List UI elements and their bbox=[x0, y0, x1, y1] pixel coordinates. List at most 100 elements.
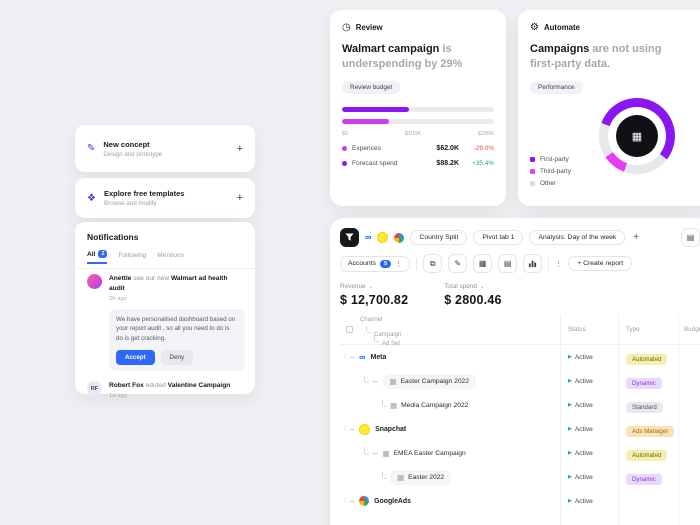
drag-handle-icon[interactable]: ⁞ bbox=[344, 498, 345, 504]
table-row-meta[interactable]: ⁞ — ∞ Meta ▶ Active Automated bbox=[340, 345, 700, 369]
add-icon[interactable]: + bbox=[236, 142, 243, 155]
chart-view-button[interactable] bbox=[523, 254, 543, 273]
review-insight-card: ◷ Review Walmart campaign is underspendi… bbox=[330, 10, 506, 206]
tree-connector bbox=[364, 448, 369, 455]
accept-button[interactable]: Accept bbox=[116, 349, 155, 366]
col-adset[interactable]: Ad Set bbox=[374, 335, 400, 347]
table-row-googleads[interactable]: ⁞ — GoogleAds ▶ Active bbox=[340, 489, 700, 513]
other-dot-icon bbox=[530, 181, 535, 186]
legend-row: Expences $62.0K -29.0% bbox=[342, 145, 494, 152]
col-campaign[interactable]: Campaign bbox=[366, 326, 401, 338]
avatar bbox=[87, 274, 102, 289]
tab-label: Mentions bbox=[157, 251, 185, 259]
action-text: see our new bbox=[131, 275, 171, 282]
expenses-bar bbox=[342, 118, 390, 124]
metric-label: Total spend bbox=[444, 283, 477, 290]
filter-button[interactable] bbox=[340, 228, 359, 247]
forecast-dot-icon bbox=[342, 160, 347, 166]
notification-item[interactable]: Anettle see our new Walmart ad health au… bbox=[87, 274, 243, 302]
add-tab-icon[interactable]: + bbox=[633, 232, 640, 243]
collapse-icon[interactable]: — bbox=[372, 377, 378, 385]
table-row-snapchat[interactable]: ⁞ — Snapchat ▶ Active Ads Manager bbox=[340, 417, 700, 441]
active-icon: ▶ bbox=[568, 378, 572, 384]
metric-value: $ 2800.46 bbox=[444, 293, 502, 307]
calendar-button[interactable]: ▦ bbox=[473, 254, 493, 273]
meta-icon[interactable]: ∞ bbox=[365, 232, 372, 242]
performance-badge: Performance bbox=[530, 80, 583, 94]
col-status[interactable]: Status bbox=[568, 326, 586, 333]
table-row-campaign[interactable]: — ▦ EMEA Easter Campaign ▶ Active Automat… bbox=[340, 441, 700, 465]
status-cell: ▶ Active bbox=[568, 354, 593, 361]
bar-track bbox=[342, 118, 494, 124]
drag-handle-icon[interactable]: ⁞ bbox=[344, 354, 345, 360]
row-name: Snapchat bbox=[375, 425, 407, 433]
legend-label: Forecast spend bbox=[352, 159, 398, 167]
tree-connector bbox=[374, 335, 379, 342]
tab-all[interactable]: All 2 bbox=[87, 250, 108, 264]
notification-text: Anettle see our new Walmart ad health au… bbox=[109, 274, 243, 294]
google-ads-icon bbox=[359, 496, 370, 506]
card-tag: Automate bbox=[543, 23, 580, 32]
drag-handle-icon[interactable]: ⁞ bbox=[344, 426, 345, 432]
col-channel[interactable]: Channel bbox=[360, 317, 383, 323]
table-row-campaign[interactable]: — ▦ Easter Campaign 2022 ▶ Active Dynamic bbox=[340, 369, 700, 393]
more-menu-icon[interactable]: ⋮ bbox=[555, 260, 563, 268]
google-icon[interactable] bbox=[394, 232, 405, 243]
explore-templates-card[interactable]: ❖ Explore free templates Browse and modi… bbox=[75, 178, 255, 218]
edit-button[interactable]: ✎ bbox=[448, 254, 468, 273]
review-budget-button[interactable]: Review budget bbox=[342, 80, 401, 94]
country-split-tab[interactable]: Country Split bbox=[410, 230, 468, 245]
pivot-tab[interactable]: Pivot tab 1 bbox=[473, 230, 524, 245]
active-icon: ▶ bbox=[568, 426, 572, 432]
deny-button[interactable]: Deny bbox=[160, 349, 194, 366]
analysis-tab[interactable]: Analysis: Day of the week bbox=[529, 230, 626, 245]
layout-settings-button[interactable]: ▤ bbox=[681, 228, 700, 247]
divider bbox=[75, 268, 255, 269]
col-budget[interactable]: Budget bbox=[684, 326, 700, 333]
reporting-dashboard-card: ∞ Country Split Pivot tab 1 Analysis: Da… bbox=[330, 218, 700, 525]
accounts-count-badge: 5 bbox=[379, 259, 392, 268]
table-view-button[interactable]: ▤ bbox=[498, 254, 518, 273]
col-type[interactable]: Type bbox=[626, 326, 640, 333]
pen-icon: ✎ bbox=[87, 143, 96, 154]
copy-button[interactable]: ⧉ bbox=[423, 254, 443, 273]
campaign-grid-icon: ▦ bbox=[382, 448, 390, 458]
legend-delta: -29.0% bbox=[473, 144, 494, 152]
accounts-selector[interactable]: Accounts 5 ⋮ bbox=[340, 255, 411, 272]
revenue-metric[interactable]: Revenue ⌄ $ 12,700.82 bbox=[340, 283, 408, 307]
tree-connector bbox=[382, 472, 387, 479]
collapse-icon[interactable]: — bbox=[372, 449, 378, 457]
active-icon: ▶ bbox=[568, 354, 572, 360]
timestamp: 1d ago bbox=[109, 393, 128, 400]
collapse-icon[interactable]: — bbox=[349, 425, 355, 433]
total-spend-metric[interactable]: Total spend ⌄ $ 2800.46 bbox=[444, 283, 501, 307]
kebab-menu-icon[interactable]: ⋮ bbox=[395, 260, 403, 268]
new-concept-card[interactable]: ✎ New concept Design and prototype + bbox=[75, 125, 255, 172]
chevron-down-icon[interactable]: ⌄ bbox=[368, 283, 373, 290]
campaign-grid-icon: ▦ bbox=[389, 376, 397, 386]
legend-label: Other bbox=[540, 180, 556, 187]
select-all-checkbox[interactable] bbox=[346, 326, 353, 333]
add-icon[interactable]: + bbox=[236, 192, 243, 204]
table-row-adset[interactable]: ▦ Easter 2022 ▶ Active Dynamic bbox=[340, 465, 700, 489]
avatar-initials: RF bbox=[87, 381, 102, 397]
chevron-down-icon[interactable]: ⌄ bbox=[479, 283, 485, 290]
tick: $100K bbox=[404, 130, 422, 137]
insight-title: Walmart campaign is underspending by 29% bbox=[342, 42, 494, 72]
tab-mentions[interactable]: Mentions bbox=[157, 252, 184, 263]
donut-chart: ▦ bbox=[599, 98, 675, 174]
collapse-icon[interactable]: — bbox=[349, 353, 355, 361]
bar-chart-icon bbox=[529, 260, 537, 268]
metrics-row: Revenue ⌄ $ 12,700.82 Total spend ⌄ $ 28… bbox=[340, 283, 700, 307]
status-cell: ▶ Active bbox=[568, 402, 593, 409]
table-row-adset[interactable]: ▦ Media Campaign 2022 ▶ Active Standard bbox=[340, 393, 700, 417]
create-report-button[interactable]: + Create report bbox=[568, 256, 633, 271]
snapchat-icon[interactable] bbox=[377, 232, 389, 243]
message-text: We have personalised dashboard based on … bbox=[116, 315, 236, 342]
row-name: EMEA Easter Campaign bbox=[393, 449, 466, 457]
notification-item[interactable]: RF Robert Fox eduted Valentine Campaign … bbox=[87, 381, 243, 399]
tab-following[interactable]: Following bbox=[118, 252, 146, 263]
legend-row: First-party bbox=[530, 156, 571, 163]
collapse-icon[interactable]: — bbox=[349, 497, 355, 505]
row-name: Meta bbox=[370, 353, 387, 361]
